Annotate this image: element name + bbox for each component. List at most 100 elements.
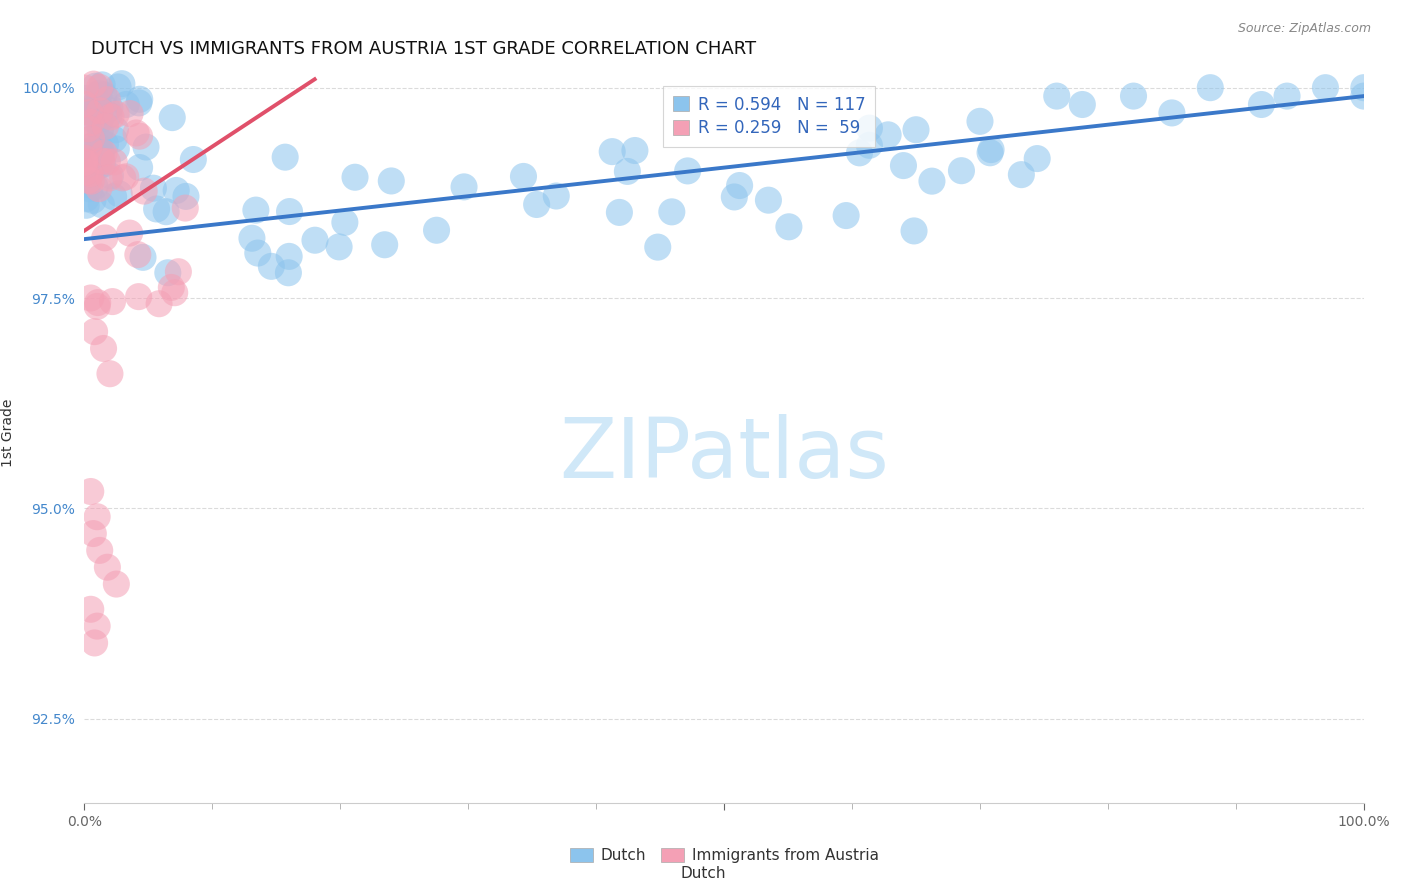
Point: [94, 120, 117, 134]
Point: [83, 77, 105, 91]
Point: [79, 132, 101, 146]
Point: [858, 121, 880, 136]
Point: [90, 146, 112, 161]
Point: [83, 636, 105, 650]
Point: [142, 181, 165, 195]
Point: [905, 122, 928, 136]
Point: [343, 170, 366, 185]
Point: [91, 157, 114, 171]
Point: [80, 160, 103, 174]
Point: [453, 180, 475, 194]
Point: [75, 91, 97, 105]
Point: [108, 186, 131, 201]
Point: [86, 619, 108, 633]
Point: [120, 106, 142, 120]
Point: [128, 129, 150, 144]
Point: [82, 194, 104, 208]
Point: [921, 174, 943, 188]
Point: [380, 174, 402, 188]
Point: [526, 197, 548, 211]
Point: [93, 342, 115, 356]
Point: [86, 153, 108, 168]
Point: [156, 266, 179, 280]
Point: [87, 115, 110, 129]
Point: [107, 79, 129, 94]
Point: [128, 290, 150, 304]
Point: [274, 150, 297, 164]
Point: [79, 167, 101, 181]
Point: [600, 145, 623, 159]
Point: [260, 260, 283, 274]
Point: [96, 154, 118, 169]
Point: [723, 190, 745, 204]
Point: [174, 189, 197, 203]
Point: [118, 226, 141, 240]
Point: [86, 300, 108, 314]
Point: [89, 80, 111, 95]
Point: [80, 115, 103, 129]
Point: [111, 170, 134, 185]
Point: [1275, 89, 1298, 103]
Point: [80, 484, 103, 499]
Point: [1010, 168, 1032, 182]
Point: [1353, 89, 1375, 103]
Point: [84, 100, 107, 114]
Point: [728, 178, 751, 193]
Point: [89, 103, 111, 118]
Point: [778, 219, 800, 234]
Point: [80, 602, 103, 616]
Point: [87, 138, 110, 153]
Point: [328, 240, 350, 254]
Point: [93, 146, 115, 161]
Point: [758, 193, 780, 207]
Point: [183, 153, 205, 167]
Point: [277, 266, 299, 280]
Point: [903, 224, 925, 238]
Point: [1046, 89, 1069, 103]
Legend: R = 0.594   N = 117, R = 0.259   N =  59: R = 0.594 N = 117, R = 0.259 N = 59: [662, 86, 875, 147]
Point: [83, 325, 105, 339]
Point: [86, 145, 108, 160]
Point: [134, 184, 156, 198]
Point: [246, 246, 269, 260]
Point: [969, 114, 991, 128]
Point: [160, 280, 183, 294]
Point: [1160, 106, 1182, 120]
Point: [1199, 80, 1222, 95]
Point: [96, 560, 118, 574]
Point: [87, 295, 110, 310]
Point: [90, 197, 112, 211]
Point: [1250, 97, 1272, 112]
Text: Dutch: Dutch: [681, 866, 725, 881]
Point: [127, 247, 149, 261]
Point: [98, 108, 121, 122]
Point: [163, 285, 186, 300]
Point: [77, 145, 100, 159]
Point: [77, 173, 100, 187]
Point: [661, 204, 683, 219]
Point: [115, 97, 138, 112]
Point: [73, 104, 96, 119]
Point: [89, 140, 111, 154]
Point: [848, 145, 870, 160]
Point: [893, 159, 915, 173]
Point: [979, 145, 1001, 160]
Point: [425, 223, 447, 237]
Point: [87, 181, 110, 195]
Point: [162, 111, 184, 125]
Point: [1315, 80, 1337, 95]
Point: [83, 98, 105, 112]
Point: [148, 296, 170, 310]
Point: [145, 202, 167, 216]
Point: [90, 153, 112, 168]
Point: [80, 174, 103, 188]
Point: [75, 81, 97, 95]
Point: [128, 92, 150, 106]
Point: [89, 124, 111, 138]
Point: [103, 155, 125, 169]
Point: [98, 101, 121, 115]
Point: [111, 77, 134, 91]
Point: [333, 215, 356, 229]
Point: [86, 95, 108, 109]
Point: [77, 140, 100, 154]
